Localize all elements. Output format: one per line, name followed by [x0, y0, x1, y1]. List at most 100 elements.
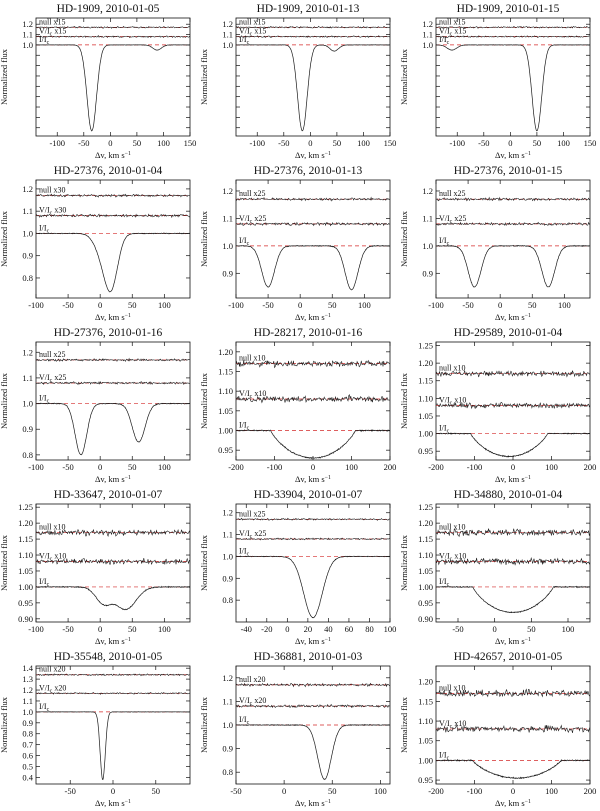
x-tick-label: 0 — [282, 786, 286, 796]
intensity-profile-line — [236, 555, 390, 619]
y-tick-label: 0.95 — [218, 445, 233, 455]
intensity-profile-line — [436, 585, 590, 614]
y-tick-label: 1.00 — [418, 755, 433, 765]
panel-title: HD-1909, 2010-01-15 — [457, 3, 560, 15]
x-tick-label: 100 — [545, 462, 558, 472]
y-tick-label: 1.0 — [222, 241, 233, 251]
y-axis-label: Normalized flux — [0, 534, 9, 591]
plot-frame — [35, 179, 191, 299]
x-axis-label: Δv, km s−1 — [495, 636, 531, 646]
y-tick-label: 1.2 — [22, 685, 33, 695]
x-tick-label: -20 — [261, 624, 272, 634]
i-series-label: I/Ic — [239, 35, 250, 46]
y-tick-label: 1.1 — [22, 696, 33, 706]
null-spectrum-line — [36, 357, 190, 362]
y-tick-label: 1.20 — [218, 347, 233, 357]
null-series-label: null x10 — [239, 354, 265, 363]
v-series-label: V/Ic x10 — [439, 395, 466, 406]
intensity-profile-line — [436, 432, 590, 458]
null-series-label: null x25 — [239, 189, 265, 198]
intensity-profile-line — [436, 244, 590, 288]
y-tick-label: 0.8 — [22, 729, 33, 739]
x-tick-label: 50 — [328, 300, 337, 310]
x-axis-label: Δv, km s−1 — [295, 312, 331, 322]
y-tick-label: 1.15 — [18, 534, 33, 544]
stokes-v-spectrum-line — [436, 35, 590, 38]
x-tick-label: 80 — [365, 624, 374, 634]
x-tick-label: 0 — [298, 300, 302, 310]
panel-title: HD-1909, 2010-01-05 — [57, 3, 160, 15]
i-series-label: I/Ic — [439, 750, 450, 761]
y-axis-label: Normalized flux — [400, 372, 409, 429]
x-tick-label: 0 — [98, 624, 102, 634]
y-tick-label: 0.9 — [222, 268, 233, 278]
v-series-label: V/Ic x10 — [439, 719, 466, 730]
i-series-label: I/Ic — [39, 577, 50, 588]
i-series-label: I/Ic — [39, 702, 50, 713]
x-tick-label: 50 — [528, 300, 537, 310]
y-tick-label: 1.1 — [422, 213, 433, 223]
x-tick-label: 60 — [345, 624, 354, 634]
y-tick-label: 1.20 — [418, 518, 433, 528]
null-spectrum-line — [36, 193, 190, 198]
y-tick-label: 1.2 — [222, 508, 233, 518]
y-tick-label: 1.1 — [222, 213, 233, 223]
x-tick-label: 100 — [557, 138, 570, 148]
y-tick-label: 0.9 — [222, 744, 233, 754]
y-tick-label: 0.90 — [18, 614, 33, 624]
y-tick-label: 1.3 — [22, 674, 33, 684]
stokes-v-spectrum-line — [36, 691, 190, 695]
null-series-label: null x25 — [439, 189, 465, 198]
intensity-profile-line — [236, 723, 390, 781]
y-tick-label: 1.05 — [418, 411, 433, 421]
x-tick-label: -50 — [230, 786, 241, 796]
stokes-v-spectrum-line — [436, 401, 590, 410]
stokes-v-spectrum-line — [236, 35, 390, 38]
x-tick-label: 100 — [562, 624, 575, 634]
x-tick-label: 50 — [128, 300, 137, 310]
x-axis-label: Δv, km s−1 — [95, 150, 131, 160]
y-tick-label: 0.90 — [418, 614, 433, 624]
y-tick-label: 1.0 — [222, 720, 233, 730]
v-series-label: V/Ic x10 — [239, 389, 266, 400]
y-tick-label: 1.1 — [222, 530, 233, 540]
spectrum-panel: HD-42657, 2010-01-05 -200 -100 0 100 200 0.95 1… — [400, 651, 596, 808]
x-tick-label: -200 — [428, 462, 444, 472]
v-series-label: V/Ic x25 — [239, 214, 266, 225]
x-tick-label: -100 — [428, 300, 444, 310]
y-axis-label: Normalized flux — [400, 48, 409, 105]
stokes-v-spectrum-line — [36, 557, 190, 565]
y-tick-label: 1.1 — [22, 206, 33, 216]
spectrum-panel: HD-29589, 2010-01-04 -200 -100 0 100 200 0.95 1… — [400, 327, 597, 484]
x-tick-label: -50 — [478, 138, 489, 148]
plot-frame — [435, 503, 591, 623]
y-axis-label: Normalized flux — [0, 696, 9, 753]
x-axis-label: Δv, km s−1 — [295, 636, 331, 646]
plot-frame — [35, 17, 191, 137]
x-tick-label: 0 — [285, 624, 289, 634]
y-tick-label: 1.05 — [18, 566, 33, 576]
x-tick-label: 100 — [374, 786, 387, 796]
y-tick-label: 0.8 — [22, 273, 33, 283]
y-tick-label: 1.0 — [222, 551, 233, 561]
x-tick-label: -100 — [467, 462, 483, 472]
i-series-label: I/Ic — [239, 236, 250, 247]
y-tick-label: 1.10 — [418, 550, 433, 560]
i-series-label: I/Ic — [239, 546, 250, 557]
x-tick-label: 150 — [584, 138, 597, 148]
plot-frame — [35, 341, 191, 461]
y-axis-label: Normalized flux — [400, 534, 409, 591]
stokes-v-spectrum-line — [36, 34, 190, 39]
y-tick-label: 1.1 — [222, 696, 233, 706]
y-tick-label: 1.1 — [22, 373, 33, 383]
x-tick-label: -50 — [65, 786, 76, 796]
i-series-label: I/Ic — [239, 715, 250, 726]
y-tick-label: 0.9 — [22, 718, 33, 728]
y-tick-label: 0.8 — [222, 767, 233, 777]
y-tick-label: 0.4 — [22, 772, 33, 782]
x-tick-label: 200 — [584, 462, 597, 472]
x-axis-label: Δv, km s−1 — [295, 798, 331, 808]
x-tick-label: 100 — [158, 462, 171, 472]
null-spectrum-line — [36, 528, 190, 537]
y-tick-label: 1.2 — [222, 19, 233, 29]
